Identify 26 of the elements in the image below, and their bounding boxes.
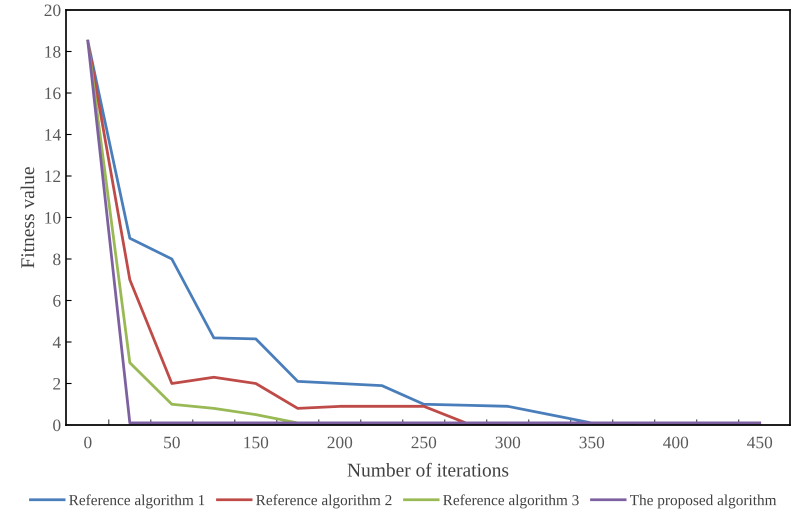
x-tick-label: 300 — [496, 436, 520, 448]
y-tick-label: 18 — [45, 46, 60, 58]
x-tick-label: 200 — [328, 436, 352, 448]
legend-label: Reference algorithm 2 — [256, 494, 392, 508]
y-tick-label: 6 — [53, 295, 61, 307]
y-tick-label: 20 — [44, 4, 60, 16]
y-tick-label: 12 — [45, 170, 60, 182]
y-tick-label: 8 — [53, 253, 60, 266]
y-axis-title: Fitness value — [20, 167, 34, 268]
legend-label: The proposed algorithm — [630, 494, 776, 508]
x-tick-label: 0 — [84, 436, 92, 448]
x-tick-label: 50 — [164, 436, 180, 448]
y-tick-label: 16 — [45, 88, 61, 100]
x-tick-label: 250 — [412, 436, 436, 448]
y-tick-label: 14 — [45, 129, 61, 141]
legend-label: Reference algorithm 1 — [69, 494, 204, 508]
x-tick-label: 450 — [747, 436, 772, 448]
y-tick-label: 4 — [52, 336, 61, 348]
x-tick-label: 150 — [244, 436, 268, 448]
x-axis-title: Number of iterations — [348, 462, 508, 477]
legend-label: Reference algorithm 3 — [443, 494, 579, 508]
y-tick-label: 10 — [45, 212, 60, 224]
y-tick-label: 2 — [53, 378, 60, 390]
x-tick-label: 350 — [580, 436, 604, 448]
x-tick-label: 400 — [663, 436, 688, 448]
y-tick-label: 0 — [53, 419, 60, 432]
